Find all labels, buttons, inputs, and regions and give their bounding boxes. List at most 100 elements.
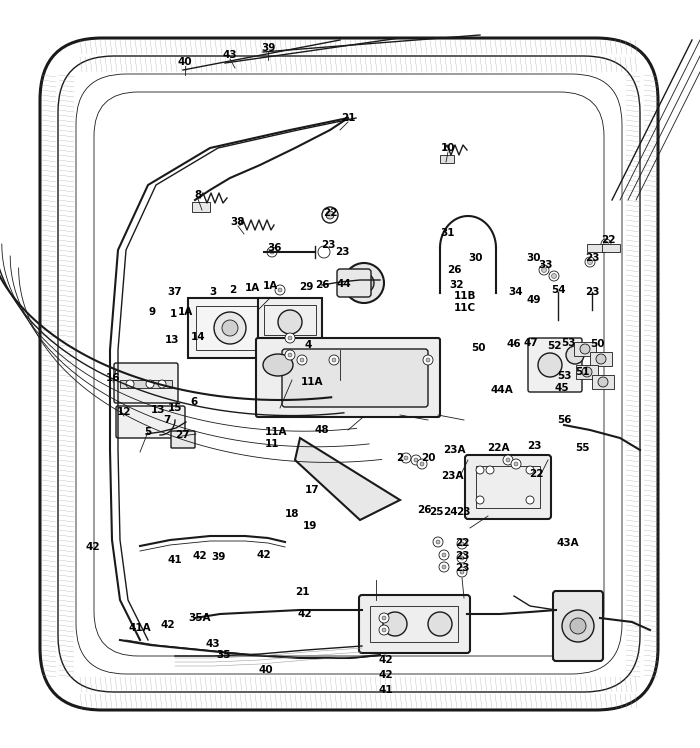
Circle shape	[285, 333, 295, 343]
Circle shape	[460, 570, 464, 574]
Circle shape	[460, 542, 464, 546]
Text: 22: 22	[323, 208, 337, 218]
Text: 25: 25	[428, 507, 443, 517]
Circle shape	[457, 553, 467, 563]
Bar	[188, 298, 270, 358]
Circle shape	[288, 336, 292, 340]
Circle shape	[587, 260, 592, 265]
Text: 23: 23	[526, 441, 541, 451]
Text: 44A: 44A	[491, 385, 513, 395]
Text: 9: 9	[148, 307, 155, 317]
Text: 19: 19	[303, 521, 317, 531]
Circle shape	[322, 207, 338, 223]
Bar	[602, 244, 620, 252]
Text: 50: 50	[589, 339, 604, 349]
Circle shape	[297, 355, 307, 365]
Bar	[476, 466, 540, 508]
Text: 33: 33	[539, 260, 553, 270]
Text: 1A: 1A	[262, 281, 278, 291]
Circle shape	[585, 257, 595, 267]
Text: 23A: 23A	[442, 445, 466, 455]
Bar	[587, 244, 605, 252]
Circle shape	[486, 466, 494, 474]
Circle shape	[267, 247, 277, 257]
Text: 26: 26	[447, 265, 461, 275]
Circle shape	[596, 354, 606, 364]
Text: 13: 13	[164, 335, 179, 345]
Text: 11A: 11A	[301, 377, 323, 387]
Text: 32: 32	[449, 280, 464, 290]
Circle shape	[222, 320, 238, 336]
FancyBboxPatch shape	[256, 338, 440, 417]
Circle shape	[270, 250, 274, 254]
Text: 26: 26	[315, 280, 329, 290]
Circle shape	[428, 612, 452, 636]
Text: 44: 44	[337, 279, 351, 289]
Text: 45: 45	[554, 383, 569, 393]
Text: 42: 42	[379, 655, 393, 665]
Text: 54: 54	[551, 285, 566, 295]
Circle shape	[379, 613, 389, 623]
Circle shape	[582, 367, 592, 377]
Text: 43A: 43A	[556, 538, 580, 548]
FancyBboxPatch shape	[114, 363, 178, 403]
Bar	[264, 305, 316, 335]
Circle shape	[146, 380, 154, 388]
Text: 42: 42	[298, 609, 312, 619]
FancyBboxPatch shape	[528, 338, 582, 392]
Text: 7: 7	[163, 415, 171, 425]
Text: 23: 23	[335, 247, 349, 257]
Circle shape	[457, 567, 467, 577]
Text: 24: 24	[442, 507, 457, 517]
Bar	[592, 375, 614, 389]
Text: 23: 23	[456, 507, 470, 517]
Text: 15: 15	[168, 403, 182, 413]
Circle shape	[326, 211, 334, 219]
Text: 51: 51	[575, 367, 589, 377]
Circle shape	[436, 540, 440, 544]
FancyBboxPatch shape	[116, 406, 185, 438]
Text: 14: 14	[190, 332, 205, 342]
Circle shape	[539, 265, 549, 275]
Circle shape	[382, 616, 386, 620]
Text: 23: 23	[584, 253, 599, 263]
Text: 55: 55	[575, 443, 589, 453]
Circle shape	[401, 453, 411, 463]
Text: 42: 42	[257, 550, 272, 560]
Text: 10: 10	[441, 143, 455, 153]
Circle shape	[278, 288, 282, 292]
Text: 49: 49	[526, 295, 541, 305]
FancyBboxPatch shape	[337, 269, 371, 297]
Circle shape	[318, 246, 330, 258]
FancyBboxPatch shape	[282, 349, 428, 407]
Text: 56: 56	[556, 415, 571, 425]
Text: 53: 53	[556, 371, 571, 381]
Text: 37: 37	[168, 287, 182, 297]
Circle shape	[158, 380, 166, 388]
Circle shape	[278, 310, 302, 334]
Text: 42: 42	[379, 670, 393, 680]
Circle shape	[457, 539, 467, 549]
Bar	[576, 365, 598, 379]
Bar	[258, 298, 322, 376]
Text: 30: 30	[526, 253, 541, 263]
Bar	[192, 202, 210, 212]
Text: 41: 41	[379, 685, 393, 695]
Text: 50: 50	[470, 343, 485, 353]
Text: 23: 23	[584, 287, 599, 297]
Text: 12: 12	[117, 407, 132, 417]
Bar	[440, 155, 454, 163]
Text: 41A: 41A	[129, 623, 151, 633]
Circle shape	[511, 459, 521, 469]
Circle shape	[460, 556, 464, 560]
Text: 34: 34	[509, 287, 524, 297]
Text: 38: 38	[231, 217, 245, 227]
Text: 42: 42	[193, 551, 207, 561]
Text: 43: 43	[223, 50, 237, 60]
Text: 23: 23	[455, 551, 469, 561]
Circle shape	[417, 459, 427, 469]
Text: 13: 13	[150, 405, 165, 415]
Text: 11C: 11C	[454, 303, 476, 313]
Circle shape	[603, 242, 608, 247]
FancyBboxPatch shape	[465, 455, 551, 519]
